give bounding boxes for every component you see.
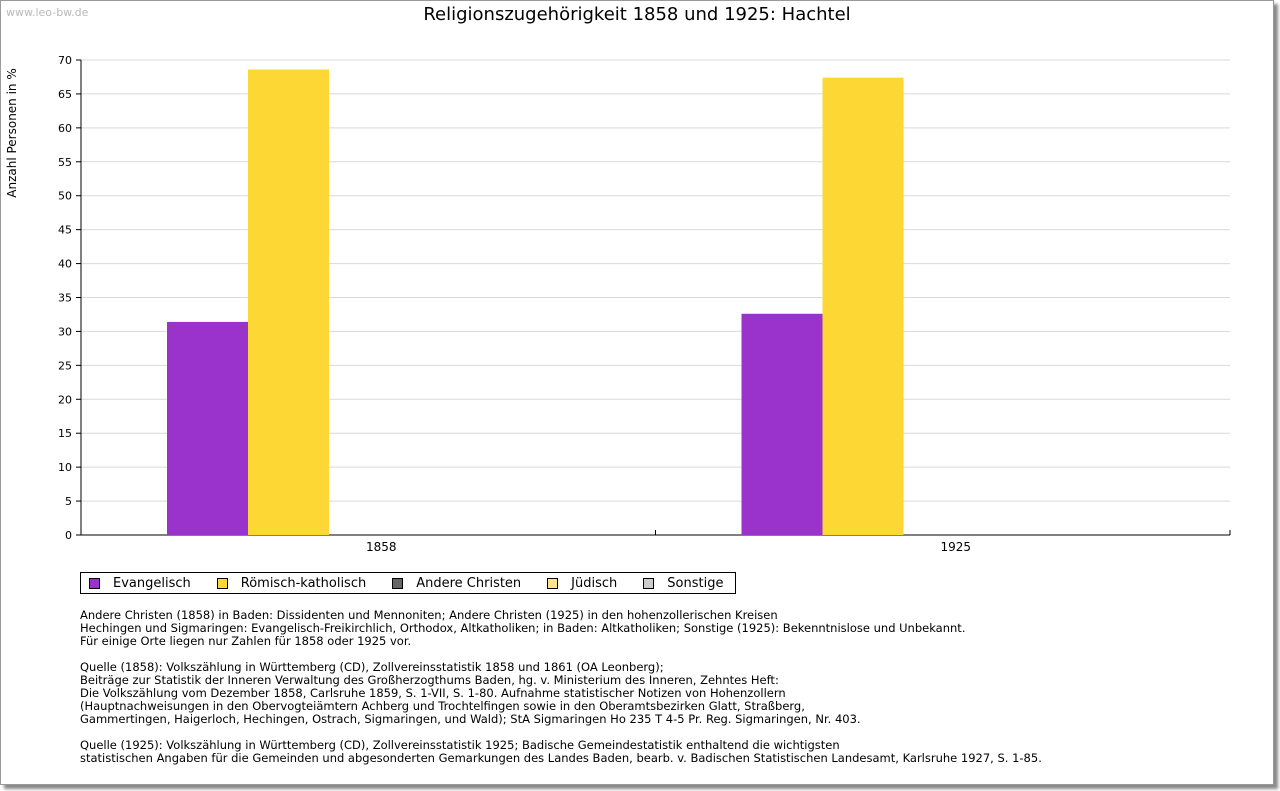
legend-label: Römisch-katholisch bbox=[240, 575, 367, 591]
y-tick-label: 0 bbox=[65, 529, 72, 542]
bar-evangelisch-1858 bbox=[167, 321, 248, 535]
note-line: Quelle (1858): Volkszählung in Württembe… bbox=[80, 660, 664, 674]
legend-item: Evangelisch bbox=[89, 576, 191, 591]
note-line: Quelle (1925): Volkszählung in Württembe… bbox=[80, 738, 840, 752]
note-line: Beiträge zur Statistik der Inneren Verwa… bbox=[80, 673, 779, 687]
note-line: Hechingen und Sigmaringen: Evangelisch-F… bbox=[80, 621, 966, 635]
notes-definitions: Andere Christen (1858) in Baden: Disside… bbox=[80, 609, 1260, 648]
legend-swatch bbox=[547, 577, 559, 589]
bar-evangelisch-1925 bbox=[741, 313, 823, 535]
y-tick-label: 20 bbox=[58, 393, 72, 406]
bar-chart: 0 5 10 15 20 25 30 35 40 45 50 55 60 65 70 Anzahl Perso… bbox=[5, 54, 1231, 554]
note-line: Die Volkszählung vom Dezember 1858, Carl… bbox=[80, 686, 786, 700]
legend-item: Sonstige bbox=[643, 576, 723, 591]
note-line: Andere Christen (1858) in Baden: Disside… bbox=[80, 608, 778, 622]
x-tick-label: 1925 bbox=[940, 540, 971, 554]
legend-swatch bbox=[216, 577, 228, 589]
legend-label: Sonstige bbox=[667, 575, 724, 591]
y-tick-label: 45 bbox=[58, 224, 72, 237]
y-tick-label: 25 bbox=[58, 359, 72, 372]
y-tick-label: 10 bbox=[58, 461, 72, 474]
y-tick-label: 40 bbox=[58, 258, 72, 271]
legend-item: Römisch-katholisch bbox=[216, 575, 367, 591]
y-tick-label: 5 bbox=[65, 495, 72, 508]
x-tick-label: 1858 bbox=[366, 540, 397, 554]
y-tick-label: 70 bbox=[58, 54, 72, 67]
bar-r-misch-katholisch-1925 bbox=[822, 77, 904, 536]
y-tick-label: 65 bbox=[58, 88, 72, 101]
note-line: Gammertingen, Haigerloch, Hechingen, Ost… bbox=[80, 712, 861, 726]
legend-item: Jüdisch bbox=[547, 576, 617, 591]
notes-source-1858: Quelle (1858): Volkszählung in Württembe… bbox=[80, 661, 1260, 726]
legend-item: Andere Christen bbox=[392, 576, 521, 591]
legend-label: Andere Christen bbox=[416, 575, 522, 591]
legend-swatch bbox=[392, 577, 404, 589]
notes: Andere Christen (1858) in Baden: Disside… bbox=[80, 609, 1260, 765]
y-tick-label: 55 bbox=[58, 156, 72, 169]
legend-label: Jüdisch bbox=[571, 575, 618, 591]
watermark: www.leo-bw.de bbox=[6, 6, 89, 19]
note-line: Für einige Orte liegen nur Zahlen für 18… bbox=[80, 634, 412, 648]
y-tick-label: 35 bbox=[58, 292, 72, 305]
legend-label: Evangelisch bbox=[113, 575, 191, 591]
y-tick-label: 50 bbox=[58, 190, 72, 203]
note-line: (Hauptnachweisungen in den Obervogteiämt… bbox=[80, 699, 805, 713]
notes-source-1925: Quelle (1925): Volkszählung in Württembe… bbox=[80, 739, 1260, 765]
note-line: statistischen Angaben für die Gemeinden … bbox=[80, 751, 1042, 765]
y-tick-label: 15 bbox=[58, 427, 72, 440]
legend-swatch bbox=[89, 577, 100, 589]
chart-legend: Evangelisch Römisch-katholisch Andere Chri… bbox=[80, 572, 736, 594]
bar-r-misch-katholisch-1858 bbox=[248, 69, 329, 535]
y-tick-label: 60 bbox=[58, 122, 72, 135]
y-tick-label: 30 bbox=[58, 325, 72, 338]
chart-title: Religionszugehörigkeit 1858 und 1925: Ha… bbox=[423, 4, 851, 25]
y-axis-label: Anzahl Personen in % bbox=[5, 68, 19, 198]
legend-swatch bbox=[643, 577, 655, 589]
